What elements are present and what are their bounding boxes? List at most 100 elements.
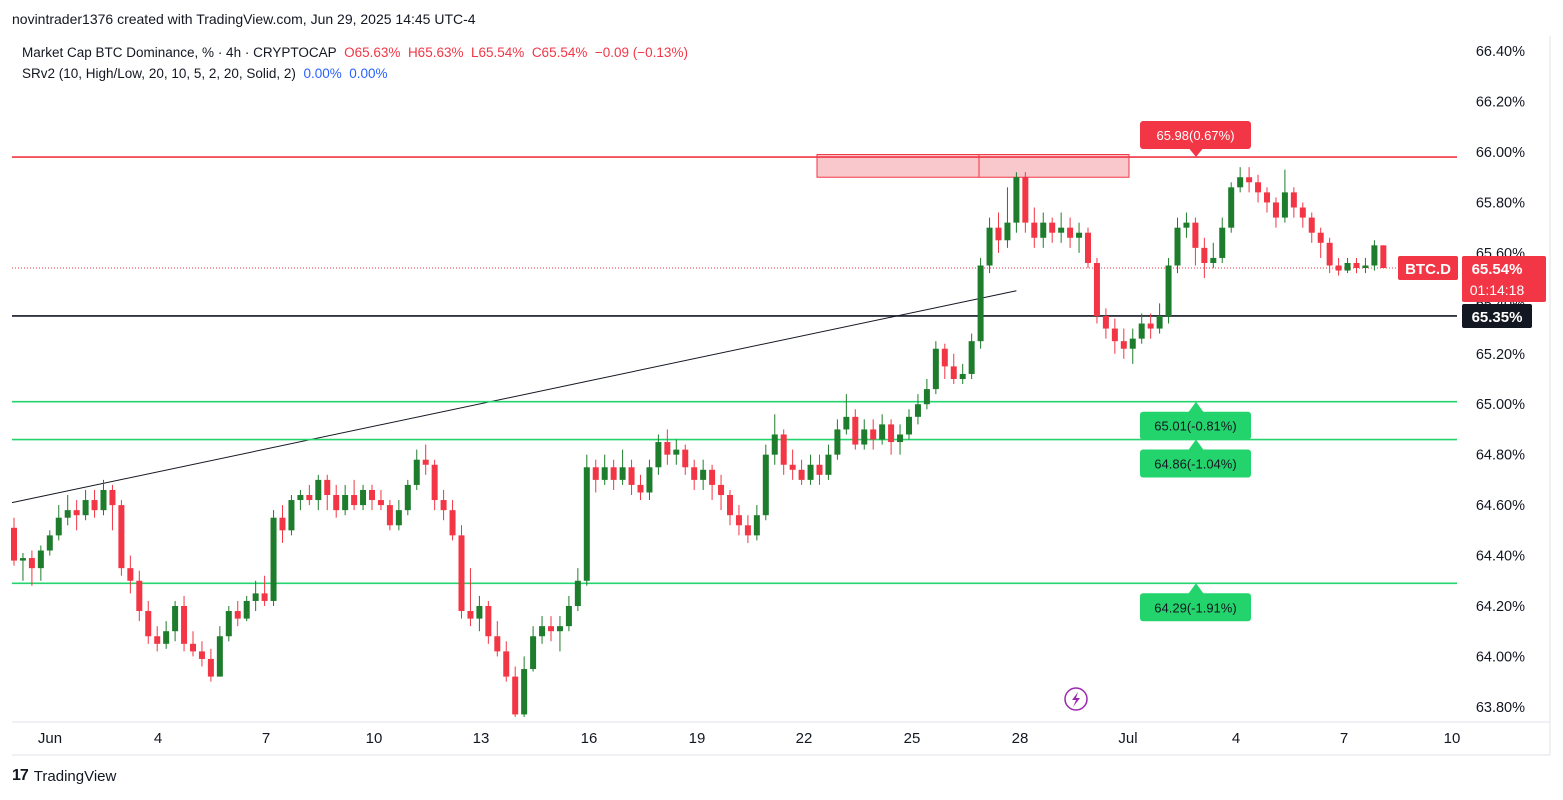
candle-body: [583, 467, 590, 581]
candle-body: [37, 550, 44, 569]
candle-body: [977, 265, 984, 342]
chart-attribution: novintrader1376 created with TradingView…: [12, 11, 476, 27]
time-axis-label: 4: [154, 730, 162, 747]
level-label-arrow: [1188, 583, 1204, 595]
indicator-name[interactable]: SRv2 (10, High/Low, 20, 10, 5, 2, 20, So…: [22, 66, 296, 81]
time-axis-label: 22: [796, 730, 813, 747]
last-price-box: [1462, 256, 1546, 303]
candle-body: [1076, 232, 1083, 238]
indicator-value-2: 0.00%: [349, 66, 388, 81]
price-axis-label: 64.20%: [1476, 599, 1525, 615]
candle-body: [1165, 265, 1172, 316]
candle-body: [306, 495, 313, 501]
crosshair-price-box: [1462, 303, 1532, 328]
candle-body: [100, 489, 107, 511]
level-label-box: [1140, 121, 1251, 150]
candle-body: [1371, 245, 1378, 266]
candle-body: [404, 484, 411, 511]
candle-body: [646, 467, 653, 493]
candle-body: [673, 449, 680, 455]
candle-body: [279, 517, 286, 531]
candle-body: [225, 611, 232, 637]
candle-body: [861, 429, 868, 445]
candle-body: [950, 366, 957, 379]
candle-body: [968, 341, 975, 374]
resistance-zone: [816, 154, 1130, 178]
price-axis-label: 64.40%: [1476, 549, 1525, 565]
indicator-legend[interactable]: SRv2 (10, High/Low, 20, 10, 5, 2, 20, So…: [22, 66, 388, 81]
candle-body: [1272, 202, 1279, 218]
candle-body: [1049, 222, 1056, 233]
time-axis-label: 19: [689, 730, 706, 747]
candle-body: [1031, 222, 1038, 238]
candle-body: [1380, 245, 1387, 269]
candle-body: [270, 517, 277, 601]
candle-body: [386, 505, 393, 526]
candle-body: [1192, 222, 1199, 248]
level-label-text: 64.86(-1.04%): [1154, 457, 1236, 472]
candle-body: [315, 479, 322, 501]
price-axis-label: 65.80%: [1476, 195, 1525, 211]
lightning-icon: [1072, 692, 1080, 707]
candle-body: [377, 500, 384, 506]
time-axis-label: 28: [1012, 730, 1029, 747]
candle-body: [1156, 315, 1163, 329]
candle-body: [530, 636, 537, 670]
candle-body: [1308, 217, 1315, 233]
candle-body: [655, 442, 662, 468]
footer-brand[interactable]: 17 TradingView: [12, 767, 116, 785]
time-axis-label: Jun: [38, 730, 62, 747]
candle-body: [1040, 222, 1047, 238]
time-axis-label: 4: [1232, 730, 1240, 747]
level-label-box: [1140, 593, 1251, 622]
candle-body: [82, 500, 89, 516]
candle-body: [744, 525, 751, 536]
candle-body: [395, 510, 402, 526]
candle-body: [1093, 262, 1100, 316]
candle-body: [852, 416, 859, 445]
candle-body: [351, 495, 358, 506]
candle-body: [628, 467, 635, 485]
candle-body: [610, 467, 617, 480]
candle-body: [870, 429, 877, 440]
candle-body: [154, 636, 161, 644]
candle-body: [574, 580, 581, 606]
candle-body: [494, 636, 501, 652]
candle-body: [932, 348, 939, 390]
candle-body: [709, 469, 716, 485]
candle-body: [906, 416, 912, 435]
price-axis-label: 66.00%: [1476, 145, 1525, 161]
candle-body: [923, 389, 930, 405]
ohlc-high: H65.63%: [407, 45, 464, 60]
candle-body: [458, 535, 465, 612]
tradingview-logo-icon: 17: [12, 767, 29, 784]
candle-body: [1344, 262, 1351, 271]
candle-body: [1299, 207, 1306, 218]
candle-body: [333, 495, 340, 511]
candle-body: [1219, 227, 1226, 258]
ohlc-change: −0.09 (−0.13%): [594, 45, 688, 60]
symbol-name[interactable]: Market Cap BTC Dominance, % · 4h · CRYPT…: [22, 45, 337, 60]
level-label-text: 64.29(-1.91%): [1154, 600, 1236, 615]
candle-body: [324, 479, 331, 496]
candle-body: [959, 373, 966, 379]
candle-body: [1264, 192, 1270, 203]
candle-body: [565, 605, 572, 627]
level-label-arrow: [1188, 147, 1204, 158]
candle-body: [422, 459, 429, 465]
candle-body: [700, 469, 707, 480]
candle-body: [825, 454, 832, 475]
candle-body: [1183, 222, 1190, 228]
candle-body: [1353, 262, 1360, 269]
candle-body: [771, 434, 778, 455]
symbol-legend[interactable]: Market Cap BTC Dominance, % · 4h · CRYPT…: [22, 45, 688, 60]
candle-body: [834, 429, 841, 455]
candle-body: [369, 489, 375, 501]
time-axis-label: 10: [1444, 730, 1461, 747]
candle-body: [637, 484, 644, 493]
candle-body: [1022, 177, 1029, 223]
candle-body: [1210, 257, 1217, 263]
price-axis-label: 63.80%: [1476, 700, 1525, 716]
candle-body: [198, 651, 205, 659]
